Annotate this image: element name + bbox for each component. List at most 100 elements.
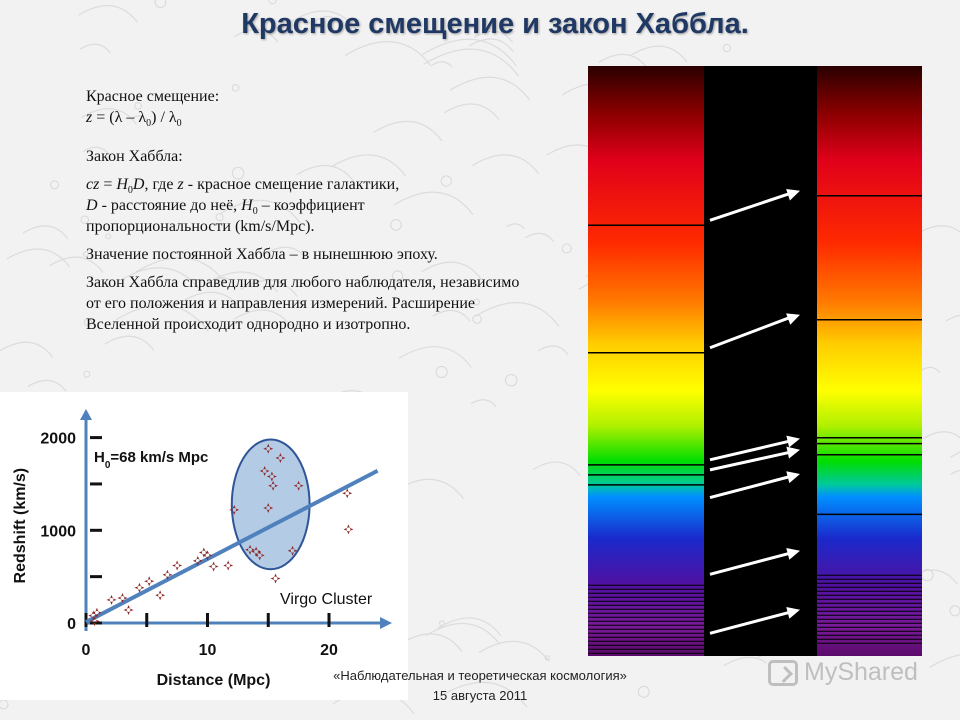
pattern-stroke	[296, 164, 355, 183]
pattern-stroke	[82, 146, 110, 156]
galaxy-data-point	[254, 550, 265, 561]
shifted-spectrum	[817, 66, 922, 656]
pattern-stroke	[922, 431, 960, 440]
galaxy-data-point	[117, 592, 128, 603]
shift-arrow-head	[786, 548, 800, 560]
pattern-stroke	[473, 30, 514, 43]
pattern-stroke	[206, 271, 278, 293]
pattern-dot	[0, 699, 9, 710]
pattern-dot	[544, 655, 550, 661]
x-tick-label: 20	[320, 642, 338, 659]
galaxy-data-point	[208, 561, 219, 572]
pattern-stroke	[118, 267, 202, 292]
pattern-dot	[472, 314, 482, 324]
shift-arrow-head	[786, 313, 800, 325]
galaxy-data-point	[251, 546, 262, 557]
galaxy-data-point	[275, 452, 286, 463]
pattern-stroke	[22, 225, 69, 239]
galaxy-data-point	[223, 560, 234, 571]
shift-arrow	[709, 315, 793, 350]
pattern-dot	[390, 219, 402, 231]
pattern-stroke	[929, 654, 960, 668]
galaxy-data-point	[123, 605, 134, 616]
galaxy-data-point	[192, 555, 203, 566]
hubble-fit-line	[85, 469, 379, 624]
pattern-stroke	[532, 461, 581, 476]
pattern-stroke	[437, 617, 502, 637]
shift-arrow	[709, 474, 793, 500]
pattern-stroke	[916, 225, 960, 235]
y-tick-label: 0	[67, 616, 76, 633]
galaxy-data-point	[343, 524, 354, 535]
pattern-dot	[473, 298, 480, 306]
pattern-stroke	[950, 469, 960, 475]
pattern-dot	[134, 102, 142, 110]
pattern-dot	[83, 318, 92, 327]
galaxy-data-point	[89, 616, 100, 627]
galaxy-data-point	[245, 544, 256, 555]
pattern-dot	[83, 370, 91, 378]
pattern-stroke	[317, 15, 339, 23]
shift-arrow	[709, 450, 793, 472]
pattern-dot	[154, 0, 167, 9]
shift-arrow-head	[786, 607, 800, 619]
watermark-logo: MyShared	[766, 656, 924, 689]
galaxy-data-point	[287, 545, 298, 556]
galaxy-data-point	[91, 607, 102, 618]
galaxy-data-point	[263, 443, 274, 454]
pattern-dot	[50, 180, 59, 190]
pattern-stroke	[78, 5, 138, 23]
pattern-stroke	[233, 309, 292, 327]
pattern-stroke	[291, 10, 357, 30]
pattern-stroke	[6, 248, 71, 268]
pattern-dot	[504, 373, 518, 387]
pattern-stroke	[421, 261, 482, 280]
pattern-stroke	[524, 232, 554, 242]
hubble-constant-text: Значение постоянной Хаббла – в нынешнюю …	[86, 246, 438, 263]
galaxy-data-point	[172, 560, 183, 571]
virgo-cluster-ellipse	[230, 438, 311, 571]
y-tick-label: 2000	[40, 431, 76, 448]
x-axis-label: Distance (Mpc)	[157, 672, 271, 689]
shift-arrow-head	[786, 435, 800, 448]
shift-arrow-head	[786, 471, 800, 484]
pattern-stroke	[468, 38, 514, 53]
slide-footer: «Наблюдательная и теоретическая космолог…	[300, 666, 660, 706]
pattern-dot	[439, 620, 445, 627]
pattern-dot	[82, 251, 89, 257]
pattern-dot	[268, 0, 277, 5]
y-axis-label: Redshift (km/s)	[12, 468, 29, 584]
pattern-stroke	[432, 309, 471, 322]
hubble-validity-text: Закон Хаббла справедлив для любого наблю…	[86, 274, 520, 333]
footer-date: 15 августа 2011	[432, 688, 528, 703]
pattern-dot	[435, 365, 448, 378]
redshift-formula: z = (λ – λ0) / λ0	[86, 109, 182, 130]
pattern-stroke	[537, 345, 569, 355]
pattern-stroke	[630, 45, 688, 63]
galaxy-data-point	[268, 480, 279, 491]
pattern-stroke	[950, 451, 960, 458]
pattern-stroke	[344, 41, 432, 67]
pattern-dot	[949, 605, 960, 617]
pattern-dot	[391, 270, 404, 282]
pattern-stroke	[450, 76, 531, 101]
pattern-stroke	[475, 302, 560, 327]
galaxy-data-point	[342, 488, 353, 499]
pattern-dot	[561, 243, 572, 254]
pattern-stroke	[945, 315, 960, 322]
galaxy-data-point	[263, 503, 274, 514]
lab-spectrum	[588, 66, 704, 656]
pattern-stroke	[425, 622, 501, 645]
shift-arrow-head	[786, 188, 800, 201]
shift-arrow-head	[786, 446, 800, 459]
pattern-stroke	[394, 191, 474, 215]
pattern-stroke	[115, 304, 209, 332]
x-axis-arrow	[380, 617, 392, 629]
pattern-dot	[440, 175, 452, 187]
galaxy-data-point	[266, 471, 277, 482]
pattern-dot	[921, 568, 934, 582]
hubble-chart-panel: 0 1000 2000 0 10 20 Distance (Mpc) Redshift (km…	[0, 392, 408, 700]
pattern-stroke	[400, 633, 463, 652]
shift-arrow	[709, 551, 793, 576]
galaxy-data-point	[202, 550, 213, 561]
